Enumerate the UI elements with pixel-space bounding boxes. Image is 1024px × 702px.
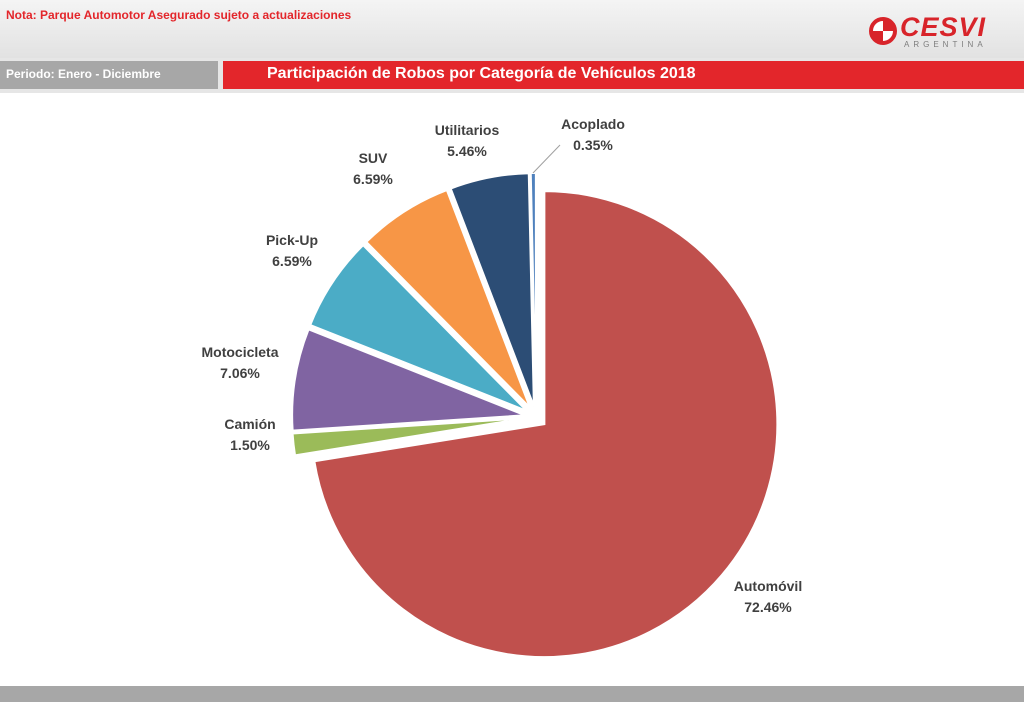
- pie-slice-motocicleta: [291, 328, 526, 432]
- slice-value-label: 0.35%: [573, 137, 613, 153]
- slice-value-label: 7.06%: [220, 365, 260, 381]
- slice-label: SUV: [359, 150, 388, 166]
- slice-label: Utilitarios: [435, 122, 500, 138]
- slice-value-label: 6.59%: [272, 253, 312, 269]
- slice-value-label: 6.59%: [353, 171, 393, 187]
- title-bar: Participación de Robos por Categoría de …: [223, 61, 1024, 89]
- slice-label: Pick-Up: [266, 232, 318, 248]
- chart-title: Participación de Robos por Categoría de …: [267, 65, 696, 82]
- period-box: Periodo: Enero - Diciembre: [0, 61, 218, 89]
- cesvi-logo: CESVI ARGENTINA: [868, 12, 1008, 49]
- logo-subtitle: ARGENTINA: [904, 40, 987, 49]
- header: Nota: Parque Automotor Asegurado sujeto …: [0, 0, 1024, 58]
- pie-slice-pick-up: [308, 243, 528, 412]
- bottom-bar: [0, 686, 1024, 702]
- logo-brand: CESVI: [900, 12, 987, 42]
- pie-chart: Automóvil 72.46% Camión 1.50% Motocicleta 7.0…: [201, 116, 802, 659]
- slice-value-label: 1.50%: [230, 437, 270, 453]
- slice-label: Acoplado: [561, 116, 625, 132]
- chart-panel: Automóvil 72.46% Camión 1.50% Motocicleta 7.0…: [0, 93, 1024, 686]
- logo-emblem-icon: [869, 17, 897, 45]
- pie-slice-utilitarios: [449, 172, 535, 407]
- slice-label: Automóvil: [734, 578, 802, 594]
- pie-slice-automóvil: [313, 190, 779, 659]
- pie-slice-camión: [291, 417, 526, 457]
- slice-value-label: 72.46%: [744, 599, 792, 615]
- leader-line: [532, 144, 561, 174]
- slice-label: Motocicleta: [201, 344, 278, 360]
- slice-label: Camión: [224, 416, 275, 432]
- slice-value-label: 5.46%: [447, 143, 487, 159]
- note-text: Nota: Parque Automotor Asegurado sujeto …: [6, 8, 352, 22]
- pie-slice-suv: [364, 188, 531, 409]
- period-label: Periodo: Enero - Diciembre: [6, 67, 161, 81]
